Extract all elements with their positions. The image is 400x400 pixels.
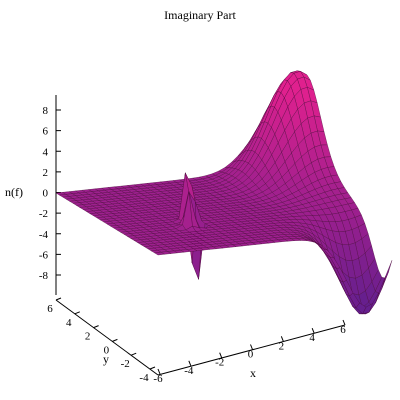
x-tick-mark xyxy=(311,327,315,334)
y-axis xyxy=(55,299,159,376)
y-tick-label: 4 xyxy=(66,317,72,329)
z-tick-label: -6 xyxy=(39,249,49,261)
z-axis-ticks: 8 6 4 2 0 -2 -4 -6 -8 xyxy=(39,105,61,282)
x-tick-label: 2 xyxy=(279,340,285,352)
z-tick-label: 6 xyxy=(43,126,49,138)
y-tick-mark xyxy=(93,325,99,329)
z-tick-label: 8 xyxy=(43,105,49,117)
surface-mesh xyxy=(55,70,393,315)
z-tick-label: 4 xyxy=(43,146,49,158)
z-tick-label: -4 xyxy=(39,229,49,241)
z-tick-label: 2 xyxy=(43,167,49,179)
z-axis-label: n(f) xyxy=(5,185,23,199)
surface-patch xyxy=(381,260,393,289)
y-tick-label: 6 xyxy=(47,303,53,315)
x-tick-label: -4 xyxy=(184,365,194,377)
y-axis-ticks: 6 4 2 0 -2 -4 xyxy=(47,297,156,384)
y-tick-mark xyxy=(55,297,62,301)
y-tick-label: -4 xyxy=(139,372,149,384)
y-tick-label: 0 xyxy=(104,344,110,356)
x-tick-mark xyxy=(157,368,161,375)
y-axis-label: y xyxy=(103,352,109,366)
chart-title: Imaginary Part xyxy=(164,8,236,22)
x-tick-label: 6 xyxy=(340,324,346,336)
y-tick-mark xyxy=(149,366,156,370)
y-tick-label: -2 xyxy=(121,358,130,370)
z-tick-label: -2 xyxy=(39,208,48,220)
x-tick-label: -6 xyxy=(153,373,163,385)
y-tick-mark xyxy=(131,352,137,356)
y-tick-mark xyxy=(74,311,80,315)
y-tick-label: 2 xyxy=(85,331,91,343)
z-tick-label: -8 xyxy=(39,270,49,282)
surface-patch xyxy=(153,251,166,256)
x-tick-mark xyxy=(250,344,253,350)
x-axis-ticks: -6 -4 -2 0 2 4 6 xyxy=(153,319,346,385)
x-tick-mark xyxy=(188,360,192,367)
x-tick-mark xyxy=(280,336,284,342)
x-tick-mark xyxy=(219,352,223,358)
z-tick-label: 0 xyxy=(43,188,49,200)
y-tick-mark xyxy=(112,338,118,342)
x-axis xyxy=(157,324,346,376)
x-tick-label: 4 xyxy=(309,332,315,344)
x-axis-label: x xyxy=(250,366,256,380)
x-tick-label: -2 xyxy=(215,357,224,369)
x-tick-mark xyxy=(342,319,346,326)
x-tick-label: 0 xyxy=(248,349,254,361)
